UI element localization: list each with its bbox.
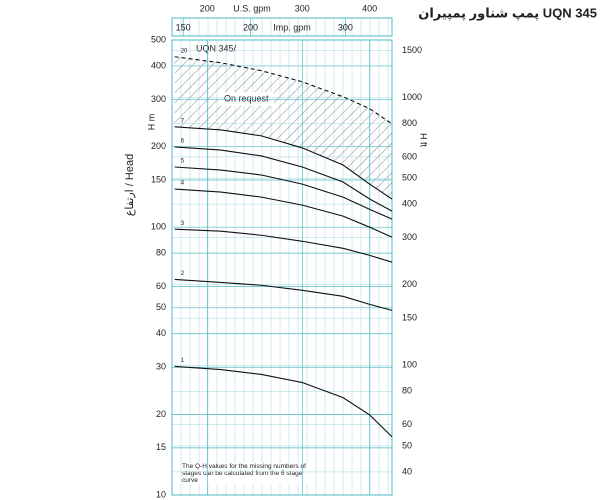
x-tick-label: 400 [362,3,377,13]
y-tick-label: 30 [156,362,166,372]
y2-tick-label: 1500 [402,45,422,55]
y2-unit: H ft [419,133,429,148]
y2-tick-label: 40 [402,466,412,476]
x2-tick-label: 150 [176,22,191,32]
y-tick-label: 50 [156,302,166,312]
stage-curve [174,278,393,311]
x2-axis-label: Imp. gpm [273,22,311,32]
y2-tick-label: 300 [402,232,417,242]
stage-curve [174,146,393,212]
y-tick-label: 400 [151,60,166,70]
series-label: 1 [181,358,185,364]
y-axis-label: ارتفاع / Head [124,154,136,216]
x2-tick-label: 200 [243,22,258,32]
y2-tick-label: 100 [402,360,417,370]
y2-tick-label: 60 [402,419,412,429]
x2-tick-label: 300 [338,22,353,32]
y-tick-label: 500 [151,34,166,44]
series-label: 20 [181,48,188,54]
series-label: 7 [181,118,185,124]
annotation: On request [224,93,269,103]
annotation: UQN 345/ [196,43,237,53]
series-label: 5 [181,159,185,165]
label-bg [218,92,274,106]
y2-tick-label: 80 [402,386,412,396]
stage-curve [174,188,393,238]
note-box: The Q-H values for the missing numbers o… [182,463,312,484]
y2-tick-label: 200 [402,279,417,289]
note: The Q-H values for the missing numbers o… [182,463,312,484]
y-tick-label: 200 [151,141,166,151]
stage-curve [174,126,393,200]
y2-tick-label: 150 [402,313,417,323]
y2-tick-label: 500 [402,173,417,183]
top-axis-frame [171,17,393,37]
y2-tick-label: 400 [402,198,417,208]
chart-title: پمپ شناور پمپیران UQN 345 [418,5,597,20]
y-tick-label: 100 [151,222,166,232]
y-tick-label: 20 [156,409,166,419]
x-axis-label: U.S. gpm [233,3,271,13]
y2-tick-label: 800 [402,118,417,128]
y-tick-label: 80 [156,248,166,258]
y-tick-label: 40 [156,328,166,338]
y2-tick-label: 1000 [402,92,422,102]
y-tick-label: 60 [156,281,166,291]
y-unit: H m [146,114,156,131]
series-label: 3 [181,221,185,227]
y-tick-label: 15 [156,442,166,452]
x-tick-label: 300 [295,3,310,13]
y-tick-label: 150 [151,174,166,184]
y-tick-label: 10 [156,489,166,499]
stage-curve [174,228,393,263]
series-label: 6 [181,138,185,144]
y2-tick-label: 600 [402,151,417,161]
y2-tick-label: 50 [402,440,412,450]
stage-curve [174,365,393,438]
series-label: 4 [181,181,185,187]
y-tick-label: 300 [151,94,166,104]
x-tick-label: 200 [200,3,215,13]
stage-curve [174,166,393,220]
series-label: 2 [181,271,185,277]
